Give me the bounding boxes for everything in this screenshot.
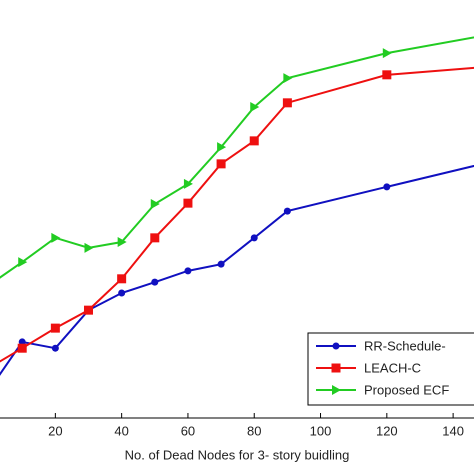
point bbox=[382, 48, 392, 59]
plot bbox=[0, 36, 474, 376]
x-tick-label: 120 bbox=[376, 423, 398, 438]
legend-label: Proposed ECF bbox=[364, 382, 449, 397]
point bbox=[150, 198, 160, 209]
point bbox=[217, 142, 227, 153]
series-line bbox=[0, 66, 474, 363]
x-tick-label: 60 bbox=[181, 423, 195, 438]
legend-label: RR-Schedule- bbox=[364, 338, 446, 353]
legend-marker bbox=[332, 385, 341, 395]
point bbox=[282, 98, 292, 108]
point bbox=[184, 267, 192, 275]
point bbox=[51, 232, 61, 243]
point bbox=[382, 70, 392, 80]
x-tick-label: 40 bbox=[114, 423, 128, 438]
x-tick-label: 100 bbox=[310, 423, 332, 438]
point bbox=[217, 260, 225, 268]
x-tick-label: 20 bbox=[48, 423, 62, 438]
point bbox=[118, 289, 126, 297]
point bbox=[283, 73, 293, 84]
point bbox=[117, 274, 127, 284]
point bbox=[84, 305, 94, 315]
point bbox=[18, 257, 28, 268]
series-line bbox=[0, 164, 474, 376]
x-tick-label: 80 bbox=[247, 423, 261, 438]
point bbox=[18, 338, 26, 346]
point bbox=[249, 136, 259, 146]
x-tick-label: 140 bbox=[442, 423, 464, 438]
point bbox=[117, 237, 127, 248]
point bbox=[17, 343, 27, 353]
legend-marker bbox=[331, 363, 341, 373]
x-axis-label: No. of Dead Nodes for 3- story buidling bbox=[125, 447, 350, 462]
legend-marker bbox=[332, 342, 340, 350]
point bbox=[183, 198, 193, 208]
point bbox=[50, 323, 60, 333]
point bbox=[51, 344, 59, 352]
point bbox=[183, 178, 193, 189]
point bbox=[383, 183, 391, 191]
point bbox=[84, 242, 94, 253]
point bbox=[151, 278, 159, 286]
point bbox=[250, 234, 258, 242]
point bbox=[216, 159, 226, 169]
point bbox=[283, 207, 291, 215]
point bbox=[150, 233, 160, 243]
point bbox=[250, 102, 260, 113]
series-line bbox=[0, 36, 474, 279]
legend-label: LEACH-C bbox=[364, 360, 421, 375]
